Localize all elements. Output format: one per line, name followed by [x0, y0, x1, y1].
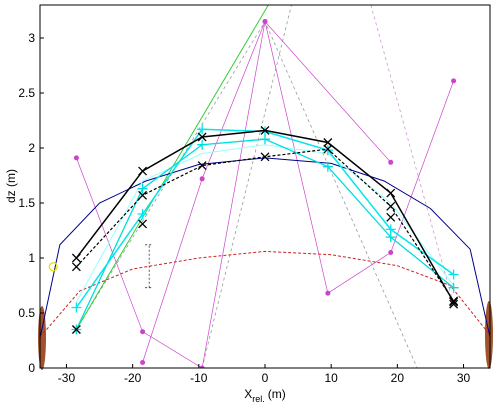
- marker-x: [260, 125, 270, 135]
- x-label-sub: rel.: [252, 394, 265, 404]
- marker-x: [449, 299, 459, 309]
- marker-x: [197, 132, 207, 142]
- marker-x: [323, 138, 333, 147]
- marker-dot: [325, 290, 331, 296]
- y-tick-label: 2: [28, 141, 35, 155]
- error-bar: [145, 244, 154, 289]
- marker-x: [197, 161, 207, 171]
- marker-plus: [322, 161, 333, 172]
- marker-plus: [197, 124, 208, 135]
- marker-x: [138, 166, 148, 176]
- marker-x: [138, 190, 148, 200]
- marker-plus: [197, 139, 208, 150]
- x-axis-label: Xrel. (m): [244, 387, 286, 404]
- marker-x: [323, 144, 333, 154]
- axes-box: [39, 4, 491, 369]
- marker-plus: [385, 224, 396, 235]
- series-line: [75, 144, 455, 303]
- marker-x: [386, 212, 396, 222]
- marker-x: [138, 219, 148, 229]
- marker-plus: [71, 302, 82, 313]
- marker-dot: [451, 78, 457, 84]
- marker-x: [386, 201, 396, 211]
- x-tick-label: -10: [190, 371, 208, 385]
- marker-dot: [199, 176, 205, 182]
- marker-dot: [73, 155, 79, 161]
- y-tick-label: 1.5: [18, 196, 35, 210]
- x-tick-label: -20: [124, 371, 142, 385]
- series-line: [76, 20, 418, 368]
- marker-circle: [48, 262, 58, 272]
- x-tick-label: 10: [324, 371, 338, 385]
- marker-plus: [322, 145, 333, 156]
- marker-plus: [448, 269, 459, 280]
- marker-plus: [448, 282, 459, 293]
- marker-x: [71, 325, 81, 334]
- y-tick-label: 0: [28, 361, 35, 375]
- x-label-main: X: [244, 387, 252, 401]
- y-tick-label: 0.5: [18, 306, 35, 320]
- plot-area: [40, 5, 490, 368]
- marker-plus: [137, 183, 148, 194]
- marker-plus: [137, 209, 148, 219]
- series-line: [75, 148, 455, 302]
- y-tick-label: 3: [28, 31, 35, 45]
- marker-dot: [199, 365, 205, 368]
- series-line: [40, 157, 490, 339]
- series-line: [370, 5, 454, 305]
- marker-x: [449, 297, 459, 307]
- marker-x: [260, 152, 270, 162]
- marker-dot: [140, 329, 146, 335]
- x-tick-label: 30: [457, 371, 471, 385]
- marker-x: [71, 253, 81, 263]
- marker-dot: [388, 250, 394, 255]
- marker-dot: [262, 19, 268, 24]
- marker-dot: [388, 159, 394, 165]
- x-label-unit: (m): [268, 387, 286, 401]
- x-tick-label: 20: [391, 371, 405, 385]
- series-line: [142, 20, 391, 363]
- x-tick-label: 0: [262, 371, 269, 385]
- series-line: [201, 5, 292, 368]
- y-tick-label: 1: [28, 251, 35, 265]
- marker-x: [71, 262, 81, 272]
- x-tick-label: -30: [58, 371, 76, 385]
- marker-dot: [140, 360, 146, 365]
- series-line: [76, 21, 454, 368]
- y-axis-label: dz (m): [4, 169, 18, 203]
- y-tick-label: 2.5: [18, 86, 35, 100]
- decor: [38, 301, 493, 370]
- marker-x: [386, 188, 396, 198]
